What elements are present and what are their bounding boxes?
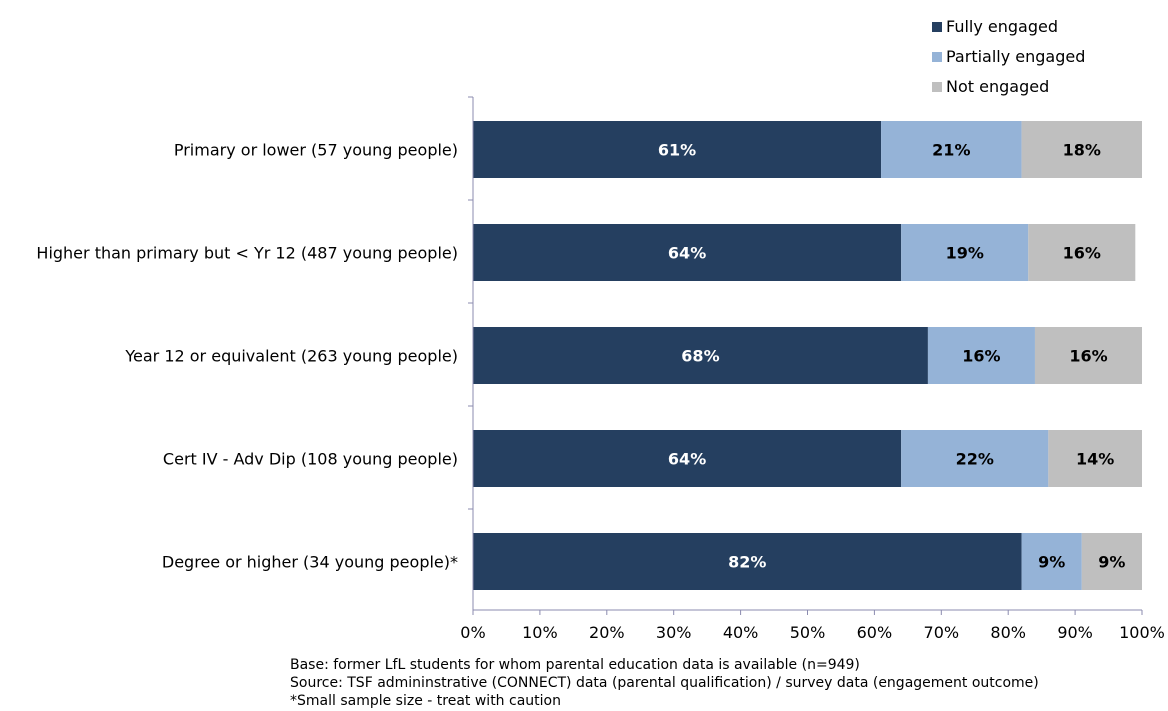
x-tick-label-6: 60% (857, 623, 893, 642)
data-label-fully-engaged-2: 64% (668, 244, 706, 263)
bar-fully-engaged-3 (473, 327, 928, 384)
legend-label-not-engaged: Not engaged (946, 77, 1050, 96)
data-label-partially-engaged-2: 19% (946, 244, 984, 263)
legend-label-fully-engaged: Fully engaged (946, 17, 1059, 36)
bar-partially-engaged-3 (927, 327, 1035, 384)
category-label-5: Degree or higher (34 young people)* (162, 553, 458, 572)
x-tick-label-0: 0% (460, 623, 485, 642)
bar-partially-engaged-2 (901, 224, 1029, 281)
source-note: Source: TSF admininstrative (CONNECT) da… (290, 675, 1039, 691)
data-label-not-engaged-2: 16% (1063, 244, 1101, 263)
legend-item-partially-engaged: Partially engaged (932, 42, 1085, 72)
bar-fully-engaged-1 (473, 121, 882, 178)
x-tick-label-8: 80% (990, 623, 1026, 642)
bar-not-engaged-5 (1081, 533, 1142, 590)
legend: Fully engaged Partially engaged Not enga… (932, 12, 1085, 102)
bar-partially-engaged-5 (1021, 533, 1082, 590)
category-label-4: Cert IV - Adv Dip (108 young people) (163, 450, 458, 469)
x-tick-label-2: 20% (589, 623, 625, 642)
legend-swatch-partially-engaged (932, 52, 942, 62)
data-label-fully-engaged-4: 64% (668, 450, 706, 469)
bar-not-engaged-3 (1034, 327, 1142, 384)
legend-label-partially-engaged: Partially engaged (946, 47, 1086, 66)
data-label-not-engaged-3: 16% (1069, 347, 1107, 366)
legend-item-not-engaged: Not engaged (932, 72, 1085, 102)
data-label-not-engaged-1: 18% (1063, 141, 1101, 160)
data-label-fully-engaged-1: 61% (658, 141, 696, 160)
x-tick-label-5: 50% (790, 623, 826, 642)
category-label-1: Primary or lower (57 young people) (174, 141, 458, 160)
bar-fully-engaged-4 (473, 430, 902, 487)
data-label-partially-engaged-4: 22% (956, 450, 994, 469)
base-note: Base: former LfL students for whom paren… (290, 657, 860, 673)
chart-notes: Base: former LfL students for whom paren… (290, 656, 1039, 710)
bar-not-engaged-4 (1048, 430, 1142, 487)
caveat-note: *Small sample size - treat with caution (290, 693, 561, 709)
legend-swatch-fully-engaged (932, 22, 942, 32)
data-label-not-engaged-5: 9% (1098, 553, 1125, 572)
bar-not-engaged-1 (1021, 121, 1142, 178)
bar-partially-engaged-1 (881, 121, 1022, 178)
x-tick-label-3: 30% (656, 623, 692, 642)
data-label-not-engaged-4: 14% (1076, 450, 1114, 469)
x-tick-label-1: 10% (522, 623, 558, 642)
x-tick-label-10: 100% (1119, 623, 1165, 642)
legend-swatch-not-engaged (932, 82, 942, 92)
bar-partially-engaged-4 (901, 430, 1049, 487)
bar-fully-engaged-5 (473, 533, 1022, 590)
bar-fully-engaged-2 (473, 224, 902, 281)
data-label-partially-engaged-1: 21% (932, 141, 970, 160)
x-tick-label-9: 90% (1057, 623, 1093, 642)
data-label-partially-engaged-5: 9% (1038, 553, 1065, 572)
x-tick-label-7: 70% (924, 623, 960, 642)
category-label-3: Year 12 or equivalent (263 young people) (124, 347, 458, 366)
category-label-2: Higher than primary but < Yr 12 (487 you… (36, 244, 458, 263)
x-tick-label-4: 40% (723, 623, 759, 642)
data-label-partially-engaged-3: 16% (962, 347, 1000, 366)
legend-item-fully-engaged: Fully engaged (932, 12, 1085, 42)
bar-not-engaged-2 (1028, 224, 1136, 281)
data-label-fully-engaged-5: 82% (728, 553, 766, 572)
data-label-fully-engaged-3: 68% (681, 347, 719, 366)
